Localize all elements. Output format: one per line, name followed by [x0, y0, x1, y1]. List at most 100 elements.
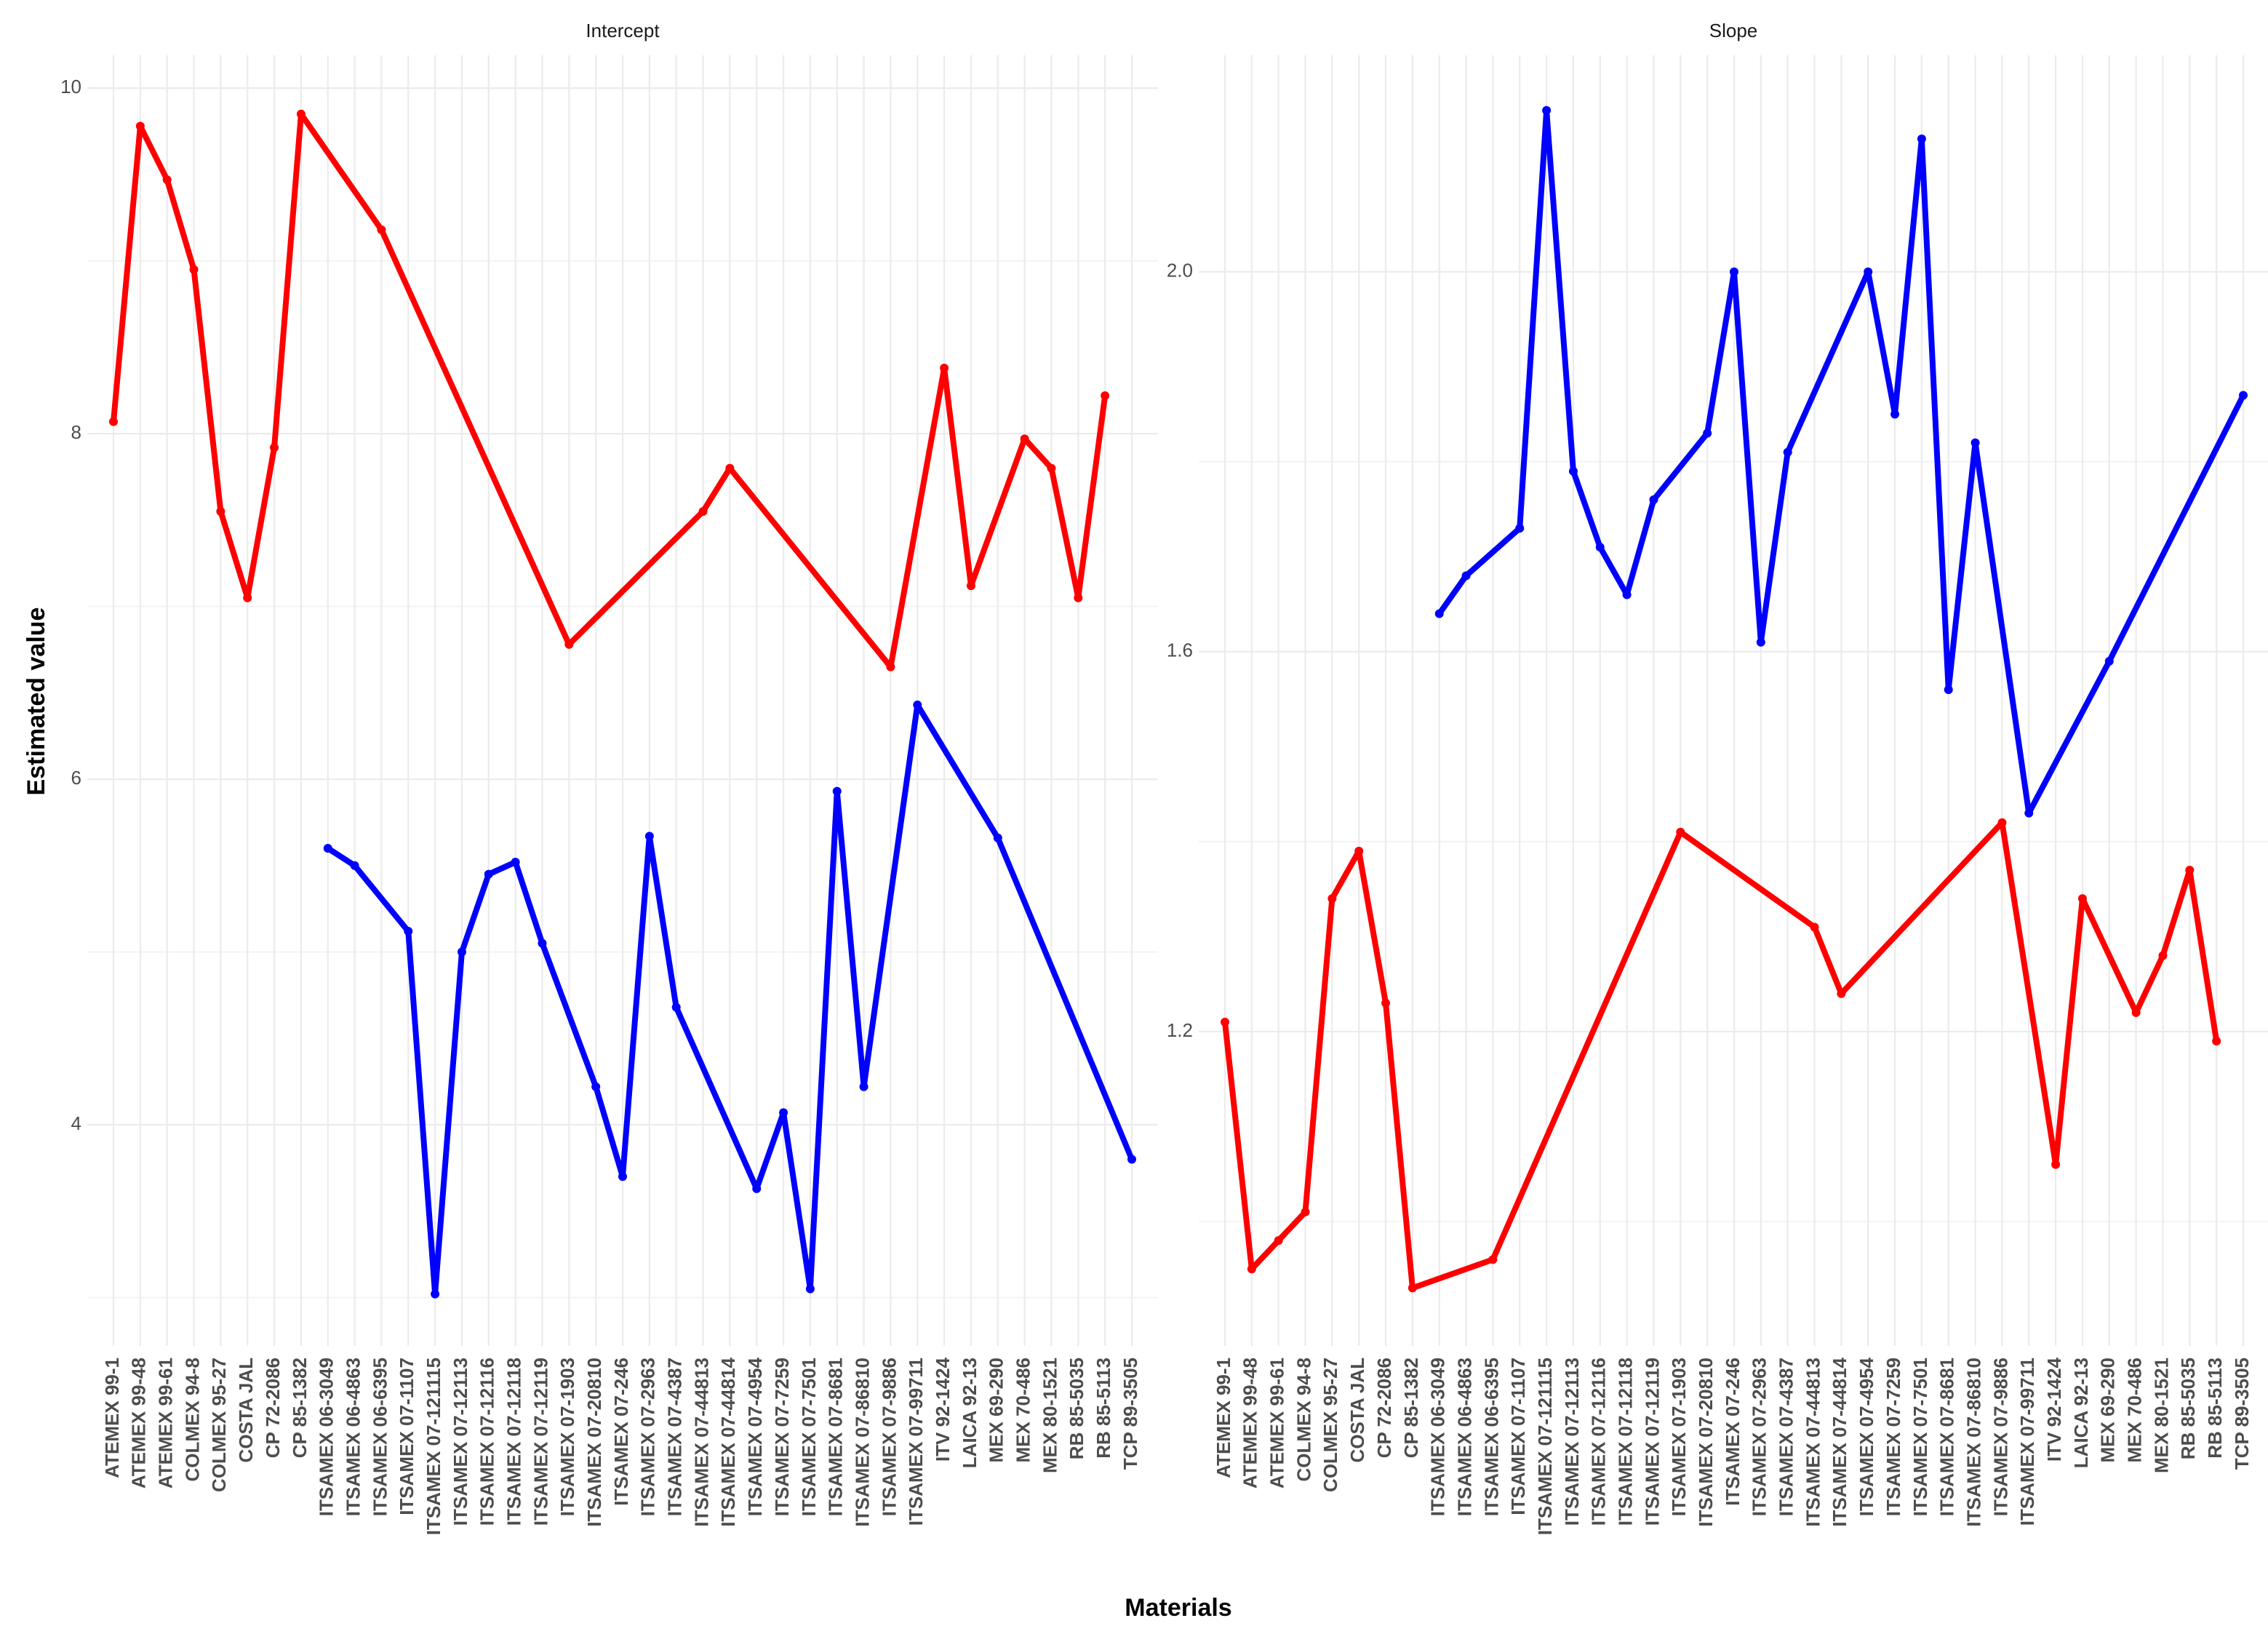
x-tick-label: ATEMEX 99-1: [101, 1358, 123, 1478]
point: [377, 225, 386, 234]
point: [2077, 894, 2087, 904]
panel-title: Slope: [1709, 20, 1758, 41]
line: [1437, 107, 2246, 816]
point: [1864, 267, 1873, 276]
point: [2104, 656, 2114, 666]
x-tick-label: ITSAMEX 07-86810: [1962, 1358, 1984, 1527]
x-tick-label: ITSAMEX 07-7259: [1882, 1358, 1904, 1516]
point: [1020, 434, 1029, 444]
point: [859, 1082, 869, 1091]
x-tick-label: ITSAMEX 07-86810: [851, 1358, 873, 1527]
x-tick-label: ITSAMEX 07-12119: [1641, 1358, 1663, 1526]
x-tick-label: ITSAMEX 07-1107: [1507, 1358, 1529, 1515]
x-tick-label: ITSAMEX 07-1903: [556, 1358, 578, 1516]
x-tick-label: RB 85-5113: [2204, 1358, 2226, 1459]
point: [1488, 1255, 1498, 1264]
x-tick-label: ITSAMEX 07-121115: [1534, 1358, 1556, 1535]
point: [109, 417, 118, 426]
x-tick-label: ITSAMEX 07-8681: [1936, 1358, 1958, 1516]
x-tick-label: ITSAMEX 07-8681: [825, 1358, 847, 1516]
panel: Slope 1.2 1.6 2.0 ATEMEX 99-1 ATEMEX 99-48 ATE…: [1167, 20, 2268, 1535]
x-tick-label: ITSAMEX 07-4954: [744, 1357, 766, 1516]
point: [1917, 134, 1926, 143]
point: [752, 1184, 762, 1193]
point: [2131, 1008, 2141, 1017]
x-tick-label: ITSAMEX 07-12119: [530, 1358, 551, 1526]
point: [216, 506, 225, 516]
point: [966, 581, 975, 591]
point: [2212, 1036, 2221, 1045]
x-tick-label: ITSAMEX 07-44813: [690, 1358, 712, 1527]
x-tick-label: ITSAMEX 07-99711: [905, 1358, 927, 1526]
point: [1568, 466, 1578, 476]
x-tick-label: ITSAMEX 06-4863: [342, 1358, 364, 1516]
x-axis-title: Materials: [1125, 1594, 1231, 1622]
point: [1434, 609, 1444, 618]
x-tick-label: COLMEX 95-27: [208, 1358, 230, 1492]
point: [591, 1082, 601, 1091]
x-tick-label: MEX 80-1521: [1039, 1358, 1061, 1473]
point: [1944, 685, 1953, 694]
x-tick-label: ITSAMEX 07-2963: [637, 1358, 659, 1516]
x-tick-label: ITSAMEX 07-20810: [1695, 1358, 1717, 1527]
x-tick-label: COSTA JAL: [235, 1358, 257, 1463]
x-tick-label: MEX 69-290: [986, 1358, 1007, 1463]
y-tick-label: 4: [71, 1112, 81, 1134]
point: [1074, 593, 1083, 602]
x-tick-label: MEX 69-290: [2097, 1358, 2119, 1463]
point: [1381, 998, 1391, 1008]
x-tick-label: RB 85-5035: [2177, 1358, 2199, 1459]
x-tick-label: ITSAMEX 07-12118: [503, 1358, 525, 1526]
x-tick-label: ATEMEX 99-48: [1239, 1358, 1261, 1488]
x-tick-label: ITSAMEX 07-246: [1722, 1358, 1744, 1506]
x-tick-label: CP 72-2086: [1373, 1358, 1395, 1458]
point: [618, 1172, 627, 1181]
point: [135, 121, 145, 131]
x-tick-label: RB 85-5035: [1066, 1358, 1087, 1459]
line: [326, 701, 1135, 1297]
x-tick-label: ITSAMEX 06-4863: [1453, 1358, 1475, 1516]
point: [270, 443, 279, 453]
x-tick-label: LAICA 92-13: [2070, 1358, 2092, 1468]
x-tick-label: ITSAMEX 07-44814: [717, 1357, 739, 1526]
x-tick-label: ITV 92-1424: [2043, 1357, 2065, 1462]
point: [1127, 1155, 1136, 1164]
x-tick-label: CP 85-1382: [289, 1358, 311, 1458]
panel-title: Intercept: [586, 20, 660, 41]
point: [940, 363, 949, 372]
x-tick-label: ITSAMEX 07-4954: [1856, 1357, 1877, 1516]
x-tick-label: ITSAMEX 07-4387: [1776, 1358, 1797, 1516]
point: [1221, 1017, 1229, 1027]
point: [511, 858, 520, 867]
point: [564, 639, 574, 649]
y-tick-label: 1.6: [1167, 639, 1193, 661]
x-tick-label: ITSAMEX 07-12116: [476, 1358, 498, 1526]
y-tick-label: 10: [60, 76, 81, 97]
x-tick-label: ITSAMEX 06-3049: [1427, 1358, 1449, 1516]
x-tick-label: ITSAMEX 07-1107: [396, 1358, 418, 1515]
point: [243, 593, 252, 602]
point: [1461, 571, 1471, 581]
point: [1890, 410, 1900, 419]
point: [1301, 1207, 1310, 1216]
point: [1676, 827, 1685, 837]
point: [2239, 391, 2248, 400]
point: [1327, 894, 1337, 904]
x-tick-label: MEX 70-486: [2124, 1358, 2146, 1463]
point: [323, 844, 332, 853]
point: [1274, 1236, 1283, 1246]
y-tick-label: 8: [71, 421, 81, 443]
x-tick-label: ITSAMEX 07-12113: [1561, 1358, 1583, 1526]
x-tick-label: ATEMEX 99-61: [1266, 1358, 1288, 1488]
point: [431, 1289, 440, 1299]
point: [1649, 495, 1658, 504]
x-tick-label: ITSAMEX 07-20810: [583, 1358, 605, 1527]
panel: Intercept 4 6 8 10 ATEMEX 99-1 ATEMEX 99-48 ATE…: [60, 20, 1158, 1535]
point: [2158, 951, 2168, 960]
x-tick-label: ITSAMEX 07-246: [610, 1358, 632, 1506]
x-tick-label: ITSAMEX 07-99711: [2016, 1358, 2038, 1526]
y-axis-title: Estimated value: [23, 607, 50, 796]
point: [671, 1003, 681, 1012]
point: [644, 832, 654, 841]
point: [1970, 438, 1980, 447]
